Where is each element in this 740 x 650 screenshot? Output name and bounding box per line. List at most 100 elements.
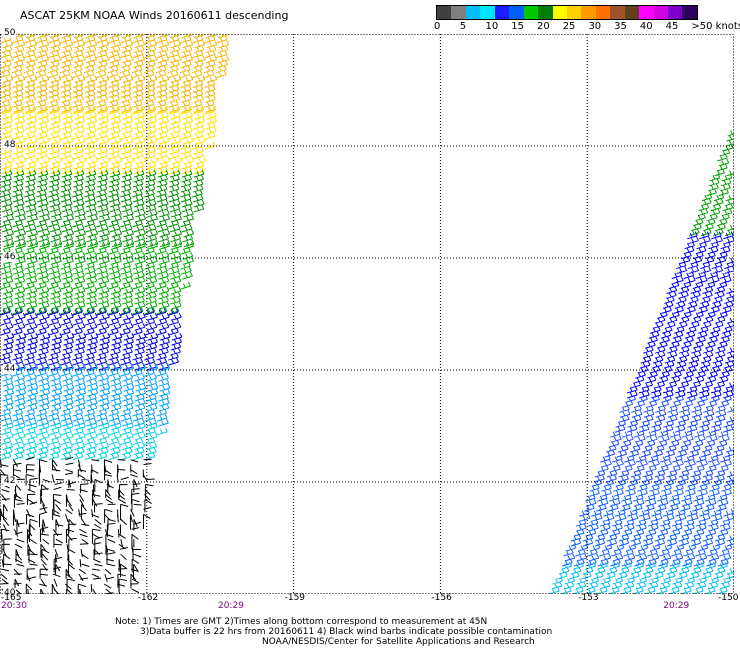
wind-barb bbox=[193, 60, 204, 69]
colorbar-label: 15 bbox=[511, 21, 524, 32]
wind-barb bbox=[85, 60, 96, 69]
colorbar-segment bbox=[480, 6, 495, 19]
wind-barb bbox=[182, 126, 193, 135]
wind-barb bbox=[719, 246, 731, 255]
wind-barb bbox=[721, 306, 732, 314]
wind-barb bbox=[36, 80, 48, 88]
wind-barb bbox=[620, 504, 631, 512]
wind-barb bbox=[72, 50, 84, 59]
wind-barb bbox=[62, 393, 73, 402]
wind-barb bbox=[85, 95, 96, 103]
wind-barb bbox=[666, 474, 677, 483]
wind-barb bbox=[155, 65, 167, 74]
wind-barb bbox=[158, 271, 169, 280]
wind-barb bbox=[25, 204, 37, 213]
wind-barb bbox=[146, 112, 157, 120]
wind-barb bbox=[61, 174, 72, 183]
wind-barb bbox=[689, 571, 700, 580]
wind-barb bbox=[51, 242, 62, 250]
wind-barb bbox=[14, 373, 25, 382]
wind-barb bbox=[27, 242, 38, 250]
wind-barb bbox=[192, 85, 204, 93]
wind-barb bbox=[63, 209, 74, 218]
wind-barb bbox=[26, 286, 38, 295]
wind-barb bbox=[687, 231, 698, 240]
wind-barb bbox=[180, 80, 192, 88]
wind-barb bbox=[146, 286, 158, 295]
wind-barb bbox=[158, 373, 169, 382]
wind-barb bbox=[99, 136, 110, 145]
wind-barb bbox=[723, 508, 734, 517]
wind-barb bbox=[712, 321, 724, 329]
wind-barb bbox=[673, 306, 684, 314]
wind-barb bbox=[26, 276, 38, 285]
wind-barb bbox=[37, 121, 48, 130]
wind-barb bbox=[726, 291, 734, 299]
wind-barb bbox=[120, 184, 132, 193]
wind-barb bbox=[25, 60, 36, 69]
wind-barb bbox=[157, 60, 168, 69]
wind-barb bbox=[24, 194, 36, 203]
wind-barb bbox=[649, 459, 660, 468]
wind-barb bbox=[39, 573, 48, 576]
wind-barb bbox=[108, 131, 120, 140]
wind-barb bbox=[14, 418, 25, 427]
wind-barb bbox=[135, 242, 146, 250]
wind-barb bbox=[133, 174, 144, 183]
wind-barb bbox=[144, 90, 156, 98]
wind-barb bbox=[655, 410, 667, 418]
wind-barb bbox=[121, 166, 133, 175]
wind-barb bbox=[52, 493, 62, 510]
wind-barb bbox=[54, 482, 63, 485]
wind-barb bbox=[85, 161, 97, 170]
wind-barb bbox=[618, 538, 630, 547]
wind-barb bbox=[86, 347, 97, 356]
wind-barb bbox=[74, 296, 85, 305]
wind-barb bbox=[120, 131, 132, 140]
wind-barb bbox=[52, 573, 61, 578]
wind-barb bbox=[591, 513, 603, 522]
wind-barb bbox=[699, 479, 711, 487]
wind-barb bbox=[26, 75, 38, 84]
wind-barb bbox=[707, 336, 718, 344]
wind-barb bbox=[14, 286, 26, 295]
wind-barb bbox=[72, 80, 84, 88]
wind-barb bbox=[182, 55, 194, 64]
wind-barb bbox=[693, 561, 704, 570]
wind-barb bbox=[86, 403, 98, 412]
wind-barb bbox=[156, 35, 168, 44]
wind-barb bbox=[690, 474, 701, 483]
longitude-label: -159 bbox=[284, 593, 306, 603]
wind-barb bbox=[170, 301, 182, 310]
wind-barb bbox=[91, 509, 94, 518]
wind-barb bbox=[182, 252, 194, 260]
wind-barb bbox=[15, 364, 27, 372]
wind-barb bbox=[120, 413, 132, 422]
wind-barb bbox=[119, 100, 131, 108]
wind-barb bbox=[709, 208, 721, 217]
wind-barb bbox=[696, 523, 707, 532]
wind-barb bbox=[615, 513, 627, 522]
wind-barb bbox=[38, 40, 50, 49]
wind-barb bbox=[702, 474, 713, 483]
wind-barb bbox=[50, 393, 61, 402]
wind-barb bbox=[55, 554, 57, 564]
wind-barb bbox=[48, 90, 60, 98]
wind-barb bbox=[62, 116, 74, 125]
wind-barb bbox=[3, 229, 15, 238]
wind-barb bbox=[49, 121, 60, 130]
wind-barb bbox=[122, 271, 133, 280]
wind-barb bbox=[614, 424, 626, 433]
wind-barb bbox=[217, 45, 229, 54]
wind-barb bbox=[98, 199, 109, 208]
wind-barb bbox=[73, 146, 84, 155]
wind-barb bbox=[110, 447, 121, 456]
wind-barb bbox=[705, 561, 716, 570]
wind-barb bbox=[181, 121, 192, 130]
wind-barb bbox=[2, 373, 13, 382]
wind-barb bbox=[118, 578, 128, 592]
wind-barb bbox=[168, 184, 180, 193]
wind-barb bbox=[117, 459, 126, 461]
wind-barb bbox=[66, 533, 73, 541]
wind-barb bbox=[147, 209, 158, 218]
